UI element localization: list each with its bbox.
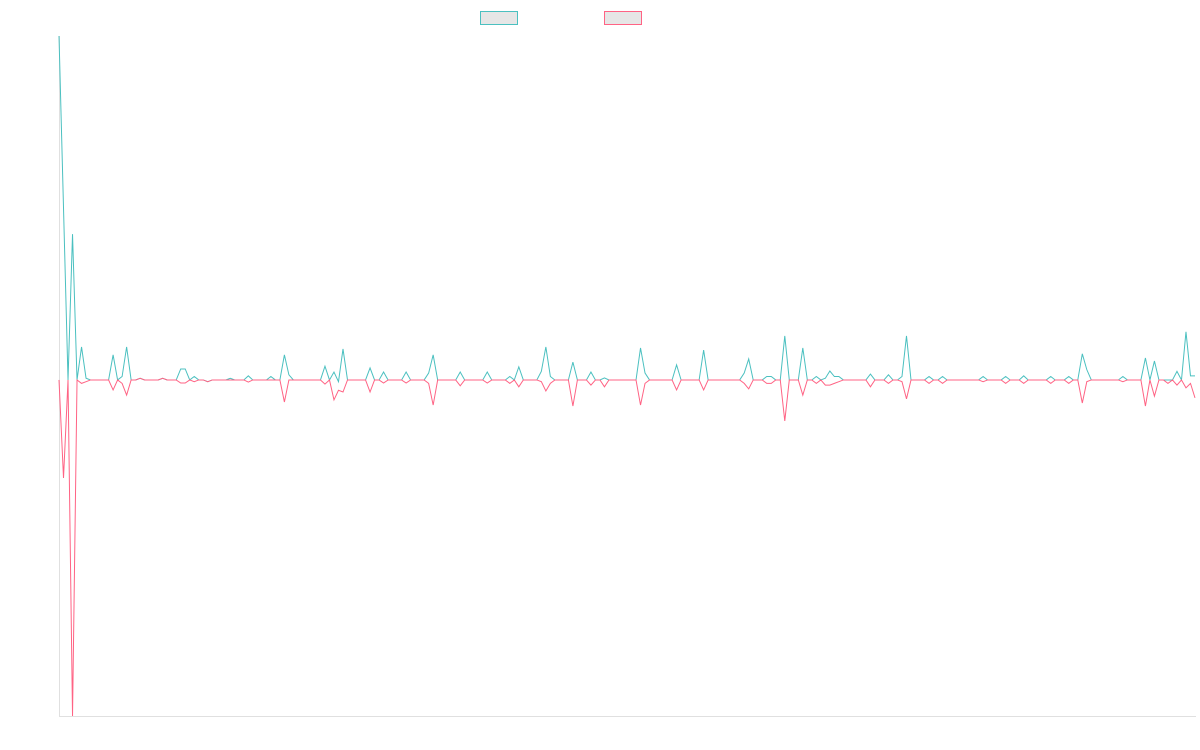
legend-swatch-series-2 bbox=[604, 10, 642, 25]
legend-swatch-series-1 bbox=[480, 10, 518, 25]
legend-item-series-2[interactable] bbox=[604, 10, 648, 25]
series-line-2 bbox=[58, 377, 1196, 717]
series-line-1 bbox=[58, 35, 1195, 384]
legend-item-series-1[interactable] bbox=[480, 10, 524, 25]
series-layer bbox=[58, 35, 1196, 717]
